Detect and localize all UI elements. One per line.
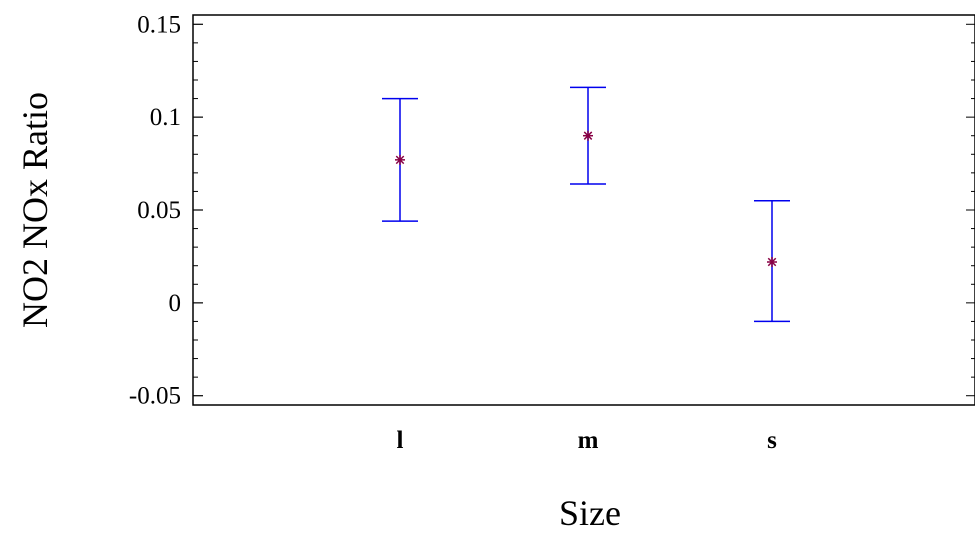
y-tick-label: 0.1 [150,104,181,131]
y-tick-label: -0.05 [129,383,181,410]
mean-marker-l [395,154,405,165]
error-bars [382,86,790,323]
y-axis-title: NO2 NOx Ratio [15,92,55,328]
y-tick-label: 0.05 [137,197,181,224]
mean-marker-s [767,257,777,267]
right-axis-ticks [966,23,975,397]
y-minor-ticks [193,42,198,378]
mean-marker-stroke [395,155,405,165]
y-tick-label: 0 [169,290,182,317]
plot-frame [192,14,975,406]
x-tick-label: m [578,427,599,454]
mean-marker-stroke [583,131,593,140]
y-major-ticks: -0.05 0 0.05 0.1 0.15 [129,11,203,410]
mean-marker-m [583,130,593,141]
y-tick-label: 0.15 [137,11,181,38]
x-tick-label: l [397,427,404,454]
x-axis-title: Size [559,493,621,533]
x-tick-label: s [767,427,777,454]
mean-marker-stroke [767,257,777,267]
